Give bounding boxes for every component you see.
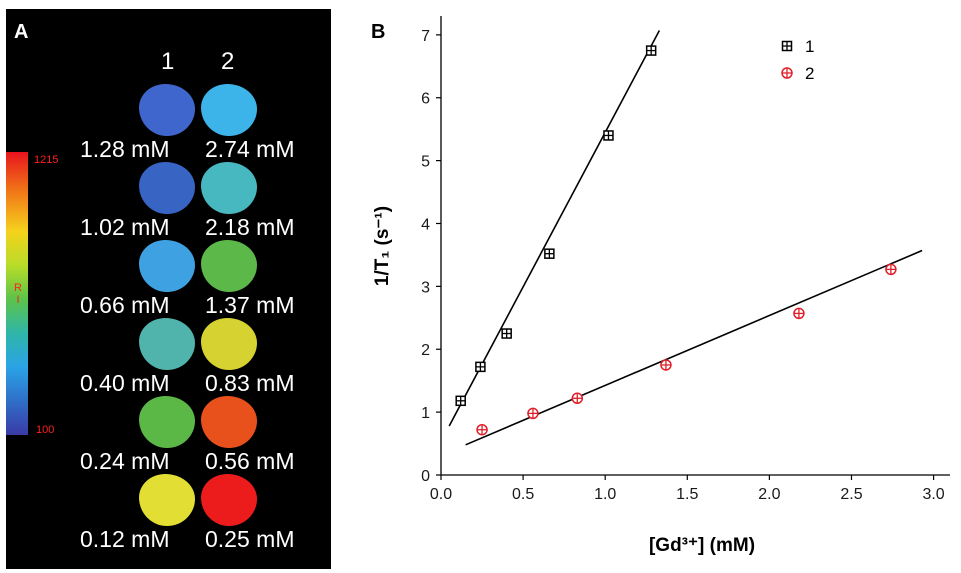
data-point-series-1 xyxy=(501,328,512,339)
phantom-sample-right xyxy=(201,474,257,526)
intensity-colorbar xyxy=(6,152,28,435)
y-tick-label: 4 xyxy=(421,216,430,233)
phantom-sample-left xyxy=(139,240,195,292)
concentration-label: 0.66 mM xyxy=(80,292,170,318)
data-point-series-1 xyxy=(544,248,555,259)
colorbar-title: R I xyxy=(14,282,22,306)
concentration-label: 1.28 mM xyxy=(80,136,170,162)
concentration-label: 0.24 mM xyxy=(80,448,170,474)
y-tick-label: 5 xyxy=(421,154,430,171)
y-tick-label: 2 xyxy=(421,342,430,359)
phantom-sample-right xyxy=(201,162,257,214)
concentration-label: 1.37 mM xyxy=(205,292,295,318)
concentration-label: 0.25 mM xyxy=(205,526,295,552)
column-label-2: 2 xyxy=(221,48,235,75)
legend-label: 2 xyxy=(805,64,814,83)
y-axis-title: 1/T₁ (s⁻¹) xyxy=(372,206,393,286)
phantom-sample-right xyxy=(201,396,257,448)
data-point-series-2 xyxy=(571,392,584,405)
x-tick-label: 1.5 xyxy=(676,486,698,503)
data-point-series-1 xyxy=(455,395,466,407)
phantom-sample-left xyxy=(139,162,195,214)
x-axis-title: [Gd³⁺] (mM) xyxy=(649,535,755,556)
y-tick-label: 6 xyxy=(421,91,430,108)
data-point-series-2 xyxy=(527,407,539,420)
column-label-1: 1 xyxy=(161,48,175,75)
data-point-series-2 xyxy=(660,359,672,371)
data-points xyxy=(455,45,897,436)
legend: 12 xyxy=(781,37,814,83)
y-tick-label: 1 xyxy=(421,405,430,422)
legend-marker-series-2 xyxy=(781,67,793,79)
concentration-label: 0.56 mM xyxy=(205,448,295,474)
data-point-series-1 xyxy=(475,361,486,373)
panel-a-letter: A xyxy=(14,21,29,43)
concentration-label: 1.02 mM xyxy=(80,214,170,240)
phantom-sample-right xyxy=(201,318,257,370)
x-tick-label: 0.0 xyxy=(430,486,452,503)
data-point-series-1 xyxy=(645,45,657,56)
fit-line-series-2 xyxy=(465,249,923,446)
y-tick-label: 3 xyxy=(421,279,430,296)
fit-lines xyxy=(448,30,923,446)
data-point-series-2 xyxy=(793,307,805,320)
fit-line-series-1 xyxy=(448,30,661,427)
x-tick-label: 1.0 xyxy=(594,486,616,503)
data-point-series-2 xyxy=(476,423,488,436)
concentration-label: 2.74 mM xyxy=(205,136,295,162)
panel-b-letter: B xyxy=(371,21,386,43)
colorbar-max-label: 1215 xyxy=(34,154,59,166)
phantom-sample-right xyxy=(201,84,257,136)
y-tick-label: 7 xyxy=(421,28,430,45)
y-tick-label: 0 xyxy=(421,468,430,485)
colorbar-min-label: 100 xyxy=(36,424,55,436)
x-tick-label: 2.5 xyxy=(840,486,862,503)
concentration-label: 0.83 mM xyxy=(205,370,295,396)
phantom-sample-left xyxy=(139,396,195,448)
x-tick-label: 3.0 xyxy=(922,486,944,503)
data-point-series-1 xyxy=(603,130,614,141)
phantom-sample-left xyxy=(139,318,195,370)
phantom-sample-left xyxy=(139,84,195,136)
phantom-sample-left xyxy=(139,474,195,526)
concentration-label: 0.40 mM xyxy=(80,370,170,396)
concentration-label: 2.18 mM xyxy=(205,214,295,240)
data-point-series-2 xyxy=(885,263,897,276)
x-tick-label: 2.0 xyxy=(758,486,780,503)
legend-label: 1 xyxy=(805,37,814,56)
concentration-label: 0.12 mM xyxy=(80,526,170,552)
phantom-sample-right xyxy=(201,240,257,292)
legend-marker-series-1 xyxy=(781,40,793,52)
x-tick-label: 0.5 xyxy=(512,486,534,503)
